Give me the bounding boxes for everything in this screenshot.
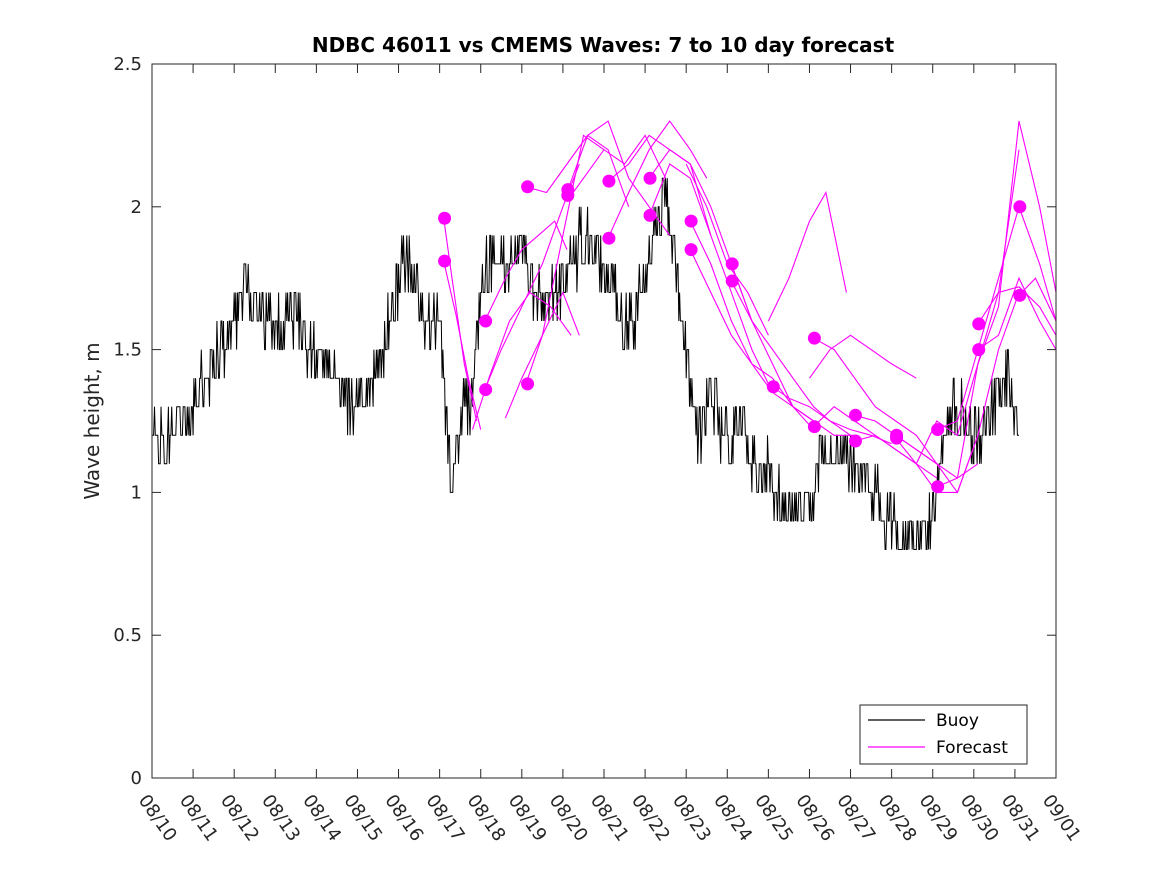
forecast-line — [525, 134, 605, 385]
forecast-start-marker — [479, 314, 493, 328]
forecast-start-marker — [766, 380, 780, 394]
legend: Buoy Forecast — [859, 704, 1028, 765]
forecast-line — [809, 334, 917, 379]
ticks-layer — [151, 63, 1057, 779]
markers-layer — [438, 171, 1027, 494]
forecast-start-marker — [931, 480, 945, 494]
forecast-start-marker — [972, 343, 986, 357]
forecast-start-marker — [438, 254, 452, 268]
forecast-start-marker — [848, 434, 862, 448]
forecast-line — [443, 260, 482, 430]
forecast-line — [484, 220, 568, 322]
legend-label-forecast: Forecast — [936, 738, 1008, 758]
y-tick-label: 1.5 — [113, 340, 142, 361]
forecast-line — [607, 134, 712, 236]
forecast-line — [648, 163, 773, 393]
forecast-start-marker — [602, 231, 616, 245]
forecast-line — [977, 286, 1057, 336]
forecast-start-marker — [643, 171, 657, 185]
legend-box — [859, 704, 1028, 765]
forecast-start-marker — [684, 214, 698, 228]
forecast-start-marker — [807, 420, 821, 434]
forecast-start-marker — [931, 423, 945, 437]
y-tick-label: 0.5 — [113, 625, 142, 646]
forecast-line — [772, 386, 892, 445]
y-tick-label: 2 — [131, 197, 142, 218]
forecast-start-marker — [521, 180, 535, 194]
chart-title: NDBC 46011 vs CMEMS Waves: 7 to 10 day f… — [312, 33, 895, 57]
forecast-line — [504, 291, 580, 419]
forecast-start-marker — [1013, 200, 1027, 214]
forecast-start-marker — [479, 383, 493, 397]
forecast-start-marker — [684, 243, 698, 257]
forecast-start-marker — [643, 208, 657, 222]
forecast-start-marker — [725, 274, 739, 288]
forecast-line — [977, 276, 1057, 351]
forecast-line — [443, 218, 478, 422]
y-tick-label: 0 — [131, 768, 142, 789]
forecast-start-marker — [725, 257, 739, 271]
forecast-start-marker — [972, 317, 986, 331]
forecast-line — [767, 190, 847, 322]
forecast-start-marker — [438, 211, 452, 225]
forecast-start-marker — [602, 174, 616, 188]
plot-area — [152, 64, 1056, 778]
forecast-line — [1018, 277, 1057, 322]
buoy-line — [152, 177, 1019, 550]
forecast-start-marker — [561, 188, 575, 202]
y-tick-labels: 0 0.5 1 1.5 2 2.5 — [113, 54, 142, 789]
legend-label-buoy: Buoy — [936, 711, 979, 731]
forecast-line — [813, 337, 938, 465]
forecast-line — [936, 205, 1057, 431]
y-tick-label: 1 — [131, 482, 142, 503]
forecast-line — [566, 134, 667, 202]
forecast-start-marker — [807, 331, 821, 345]
forecast-line — [895, 292, 1020, 494]
forecast-start-marker — [521, 377, 535, 391]
y-tick-label: 2.5 — [113, 54, 142, 75]
series-layer — [152, 120, 1057, 550]
forecast-start-marker — [848, 408, 862, 422]
forecast-line — [525, 134, 630, 207]
y-axis-label: Wave height, m — [80, 342, 104, 499]
forecast-start-marker — [1013, 288, 1027, 302]
forecast-line — [607, 120, 708, 239]
forecast-line — [936, 120, 1057, 488]
forecast-start-marker — [890, 431, 904, 445]
